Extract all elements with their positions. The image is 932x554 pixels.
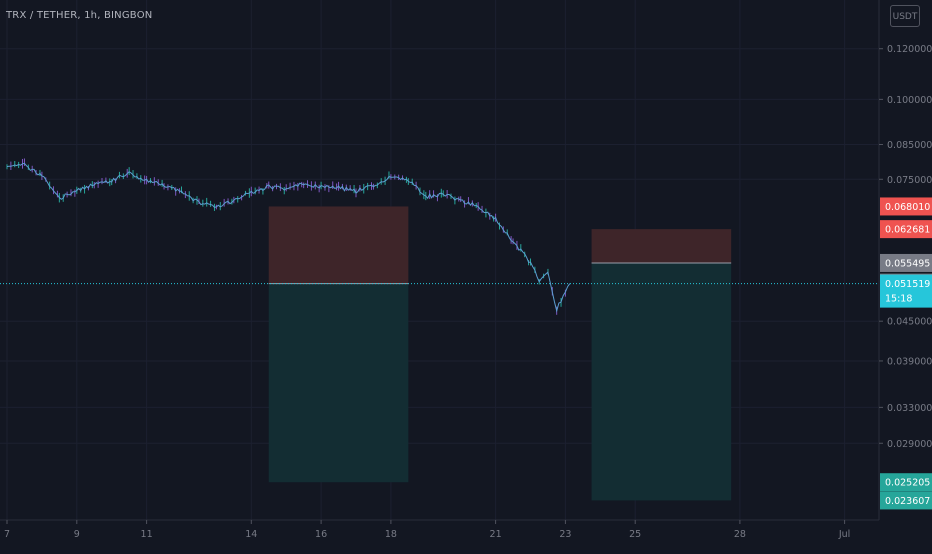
price-tick-label: 0.039000	[887, 356, 932, 367]
time-tick-label: 7	[4, 529, 10, 540]
price-label-bg[interactable]	[880, 491, 932, 510]
countdown-label: 15:18	[885, 294, 912, 305]
price-label-bg[interactable]	[880, 220, 932, 239]
time-tick-label: 18	[385, 529, 397, 540]
position-zones[interactable]	[268, 206, 732, 501]
stop-loss-zone[interactable]	[268, 206, 409, 284]
time-tick-label: 14	[245, 529, 257, 540]
time-tick-label: 9	[74, 529, 80, 540]
price-tick-label: 0.120000	[887, 44, 932, 55]
price-tick-label: 0.100000	[887, 95, 932, 106]
price-label-bg[interactable]	[880, 253, 932, 272]
currency-badge[interactable]: USDT	[890, 5, 920, 27]
take-profit-zone[interactable]	[268, 283, 409, 483]
price-label[interactable]: 0.068010	[885, 202, 930, 213]
time-tick-label: 16	[315, 529, 327, 540]
time-tick-label: 28	[734, 529, 746, 540]
time-tick-label: Jul	[838, 529, 850, 540]
time-tick-label: 23	[559, 529, 571, 540]
last-price-tag-bg[interactable]	[880, 274, 932, 308]
price-axis[interactable]: 0.120000 0.100000 0.085000 0.075000 0.045000…	[878, 0, 932, 520]
symbol-title: TRX / TETHER, 1h, BINGBON	[6, 10, 153, 21]
price-tick-label: 0.075000	[887, 175, 932, 186]
price-tick-label: 0.085000	[887, 140, 932, 151]
time-tick-label: 11	[141, 529, 153, 540]
stop-loss-zone[interactable]	[591, 229, 732, 263]
price-tick-label: 0.033000	[887, 403, 932, 414]
price-label[interactable]: 0.062681	[885, 225, 930, 236]
price-label-bg[interactable]	[880, 473, 932, 492]
price-label[interactable]: 0.025205	[885, 478, 930, 489]
time-tick-label: 21	[490, 529, 502, 540]
price-label-bg[interactable]	[880, 197, 932, 216]
last-price-label[interactable]: 0.051519	[885, 279, 930, 290]
price-label[interactable]: 0.055495	[885, 258, 930, 269]
take-profit-zone[interactable]	[591, 262, 732, 501]
price-series-layer	[6, 158, 571, 315]
price-tick-label: 0.029000	[887, 439, 932, 450]
time-axis[interactable]: 7 9 11 14 16 18 21 23 25 28 Jul	[0, 519, 879, 540]
price-tick-label: 0.045000	[887, 317, 932, 328]
time-tick-label: 25	[629, 529, 641, 540]
price-label[interactable]: 0.023607	[885, 496, 930, 507]
price-path	[6, 162, 571, 313]
